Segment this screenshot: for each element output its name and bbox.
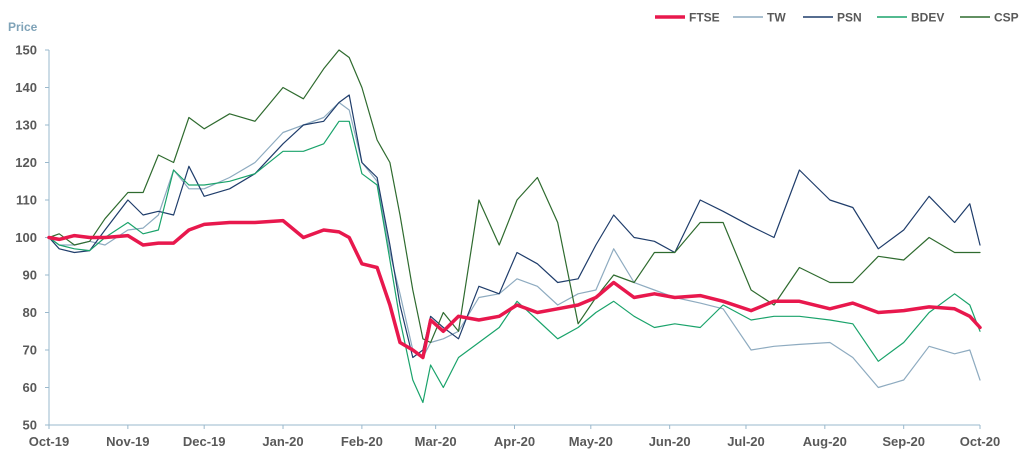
series-line-csp xyxy=(48,49,981,344)
x-tick-label: Dec-19 xyxy=(183,434,226,449)
y-tick-label: 130 xyxy=(15,118,37,133)
x-tick-label: Apr-20 xyxy=(494,434,535,449)
y-tick-label: 100 xyxy=(15,230,37,245)
y-tick-label: 150 xyxy=(15,43,37,58)
x-tick-label: Jan-20 xyxy=(262,434,303,449)
series-lines xyxy=(47,49,982,404)
series-line-tw xyxy=(48,101,981,389)
y-tick-label: 110 xyxy=(16,193,37,208)
series-line-ftse xyxy=(47,218,982,360)
legend: FTSE TW PSN BDEV CSP xyxy=(655,11,1019,25)
legend-label-csp: CSP xyxy=(994,11,1019,25)
x-tick-label: Feb-20 xyxy=(341,434,383,449)
y-tick-label: 140 xyxy=(15,80,37,95)
x-tick-label: Sep-20 xyxy=(882,434,925,449)
y-axis-label: Price xyxy=(8,20,38,34)
x-tick-label: Jun-20 xyxy=(649,434,691,449)
series-line-bdev xyxy=(48,120,981,404)
legend-label-tw: TW xyxy=(767,11,786,25)
x-tick-label: Nov-19 xyxy=(106,434,149,449)
axes: 50 60 70 80 90 100 110 120 130 140 150 Oct-19 Nov-19… xyxy=(15,43,1000,450)
legend-label-psn: PSN xyxy=(837,11,862,25)
x-tick-label: Aug-20 xyxy=(803,434,847,449)
y-tick-label: 70 xyxy=(23,343,37,358)
y-tick-label: 60 xyxy=(23,380,37,395)
x-tick-label: Oct-19 xyxy=(29,434,69,449)
series-line-psn xyxy=(48,94,981,359)
x-tick-label: May-20 xyxy=(569,434,613,449)
legend-label-ftse: FTSE xyxy=(689,11,720,25)
y-tick-label: 50 xyxy=(23,418,37,433)
x-tick-label: Jul-20 xyxy=(727,434,765,449)
y-tick-label: 80 xyxy=(23,305,37,320)
legend-label-bdev: BDEV xyxy=(911,11,944,25)
x-tick-label: Oct-20 xyxy=(960,434,1000,449)
y-tick-label: 120 xyxy=(15,155,37,170)
y-tick-label: 90 xyxy=(23,268,37,283)
x-tick-label: Mar-20 xyxy=(415,434,457,449)
